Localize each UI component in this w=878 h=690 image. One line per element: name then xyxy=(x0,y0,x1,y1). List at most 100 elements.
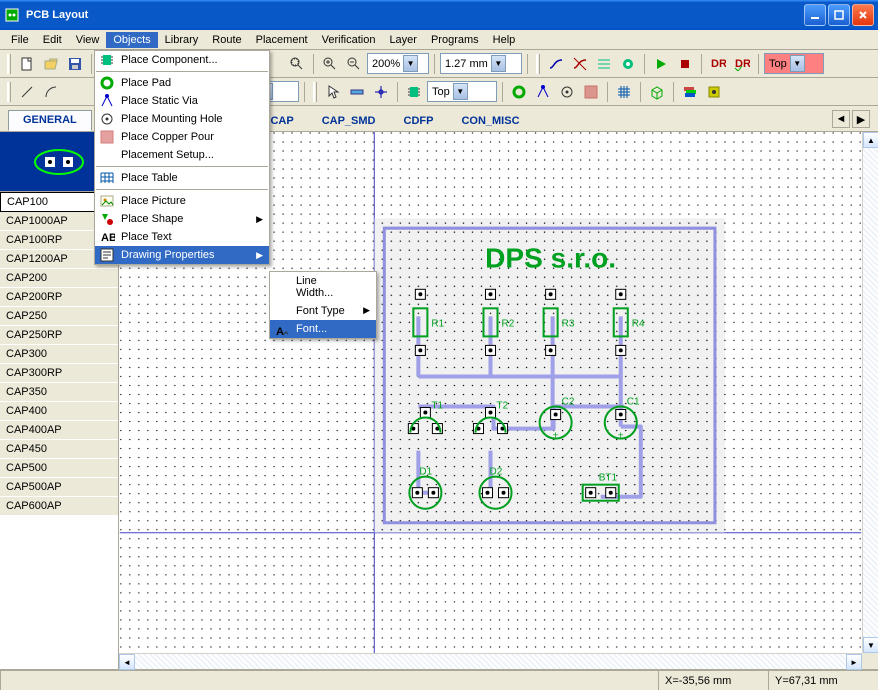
menu-item-place-table[interactable]: Place Table xyxy=(95,169,269,187)
tab-next-button[interactable]: ▶ xyxy=(852,110,870,128)
open-icon[interactable] xyxy=(40,53,62,75)
component-icon[interactable] xyxy=(403,81,425,103)
stop-icon[interactable] xyxy=(674,53,696,75)
zoom-combo[interactable]: 200%▼ xyxy=(367,53,429,74)
menu-item-place-text[interactable]: ABCPlace Text xyxy=(95,228,269,246)
list-item[interactable]: CAP250RP xyxy=(0,326,118,345)
unroute-icon[interactable] xyxy=(569,53,591,75)
tab-prev-button[interactable]: ◄ xyxy=(832,110,850,128)
origin-icon[interactable] xyxy=(370,81,392,103)
menu-view[interactable]: View xyxy=(69,32,107,48)
menu-layer[interactable]: Layer xyxy=(382,32,424,48)
menu-help[interactable]: Help xyxy=(486,32,523,48)
run-icon[interactable] xyxy=(650,53,672,75)
statusbar: X=-35,56 mm Y=67,31 mm xyxy=(0,669,878,690)
tab-con_misc[interactable]: CON_MISC xyxy=(447,112,533,131)
tab-cdfp[interactable]: CDFP xyxy=(390,112,448,131)
svg-text:BT1: BT1 xyxy=(599,473,618,484)
svg-text:T1: T1 xyxy=(431,401,443,412)
route-all-icon[interactable] xyxy=(593,53,615,75)
menu-item-place-mounting-hole[interactable]: Place Mounting Hole xyxy=(95,110,269,128)
submenu-item-font-[interactable]: AFont... xyxy=(270,320,376,338)
zoom-in-icon[interactable] xyxy=(319,53,341,75)
submenu-item-font-type[interactable]: Font Type▶ xyxy=(270,302,376,320)
layers-icon[interactable] xyxy=(679,81,701,103)
titlebar: PCB Layout xyxy=(0,0,878,30)
arc-icon[interactable] xyxy=(40,81,62,103)
3d-icon[interactable] xyxy=(646,81,668,103)
drc-check-icon[interactable]: DRC xyxy=(731,53,753,75)
minimize-button[interactable] xyxy=(804,4,826,26)
zoom-value: 200% xyxy=(372,58,400,70)
layer-top-combo[interactable]: Top▼ xyxy=(764,53,824,74)
menu-item-place-static-via[interactable]: Place Static Via xyxy=(95,92,269,110)
line-icon[interactable] xyxy=(16,81,38,103)
status-x: X=-35,56 mm xyxy=(658,670,768,690)
svg-text:C1: C1 xyxy=(627,397,640,408)
measure-icon[interactable] xyxy=(346,81,368,103)
drc-icon[interactable]: DRC xyxy=(707,53,729,75)
menu-item-place-picture[interactable]: Place Picture xyxy=(95,192,269,210)
zoom-out-icon[interactable] xyxy=(343,53,365,75)
scroll-left-button[interactable]: ◄ xyxy=(119,654,135,670)
scrollbar-vertical[interactable]: ▲ ▼ xyxy=(862,132,878,653)
drawing-props-submenu: Line Width...Font Type▶AFont... xyxy=(269,271,377,339)
svg-text:R4: R4 xyxy=(632,318,645,329)
list-item[interactable]: CAP300RP xyxy=(0,364,118,383)
menu-programs[interactable]: Programs xyxy=(424,32,486,48)
scroll-down-button[interactable]: ▼ xyxy=(863,637,878,653)
pour-icon[interactable] xyxy=(580,81,602,103)
tabs-nav: ◄ ▶ xyxy=(832,110,870,131)
save-icon[interactable] xyxy=(64,53,86,75)
list-item[interactable]: CAP200RP xyxy=(0,288,118,307)
menu-item-place-component-[interactable]: Place Component... xyxy=(95,51,269,69)
menu-item-placement-setup-[interactable]: Placement Setup... xyxy=(95,146,269,164)
menu-item-place-copper-pour[interactable]: Place Copper Pour xyxy=(95,128,269,146)
grid-combo[interactable]: 1.27 mm▼ xyxy=(440,53,522,74)
hole-icon[interactable] xyxy=(556,81,578,103)
window-buttons xyxy=(804,4,874,26)
scrollbar-horizontal[interactable]: ◄ ► xyxy=(119,653,862,669)
menu-placement[interactable]: Placement xyxy=(249,32,315,48)
list-item[interactable]: CAP400 xyxy=(0,402,118,421)
list-item[interactable]: CAP350 xyxy=(0,383,118,402)
close-button[interactable] xyxy=(852,4,874,26)
tab-general[interactable]: GENERAL xyxy=(8,110,92,131)
list-item[interactable]: CAP200 xyxy=(0,269,118,288)
settings-icon[interactable] xyxy=(703,81,725,103)
menu-item-place-shape[interactable]: Place Shape▶ xyxy=(95,210,269,228)
route-icon[interactable] xyxy=(545,53,567,75)
side-value: Top xyxy=(432,86,450,98)
grid-icon[interactable] xyxy=(613,81,635,103)
submenu-item-line-width-[interactable]: Line Width... xyxy=(270,272,376,302)
tab-cap_smd[interactable]: CAP_SMD xyxy=(308,112,390,131)
menu-file[interactable]: File xyxy=(4,32,36,48)
menu-verification[interactable]: Verification xyxy=(315,32,383,48)
menu-library[interactable]: Library xyxy=(158,32,206,48)
svg-text:+: + xyxy=(618,431,624,442)
list-item[interactable]: CAP500AP xyxy=(0,478,118,497)
maximize-button[interactable] xyxy=(828,4,850,26)
menu-route[interactable]: Route xyxy=(205,32,248,48)
menu-item-drawing-properties[interactable]: Drawing Properties▶ xyxy=(95,246,269,264)
menu-edit[interactable]: Edit xyxy=(36,32,69,48)
menu-objects[interactable]: Objects xyxy=(106,32,157,48)
via-icon[interactable] xyxy=(532,81,554,103)
side-combo[interactable]: Top▼ xyxy=(427,81,497,102)
list-item[interactable]: CAP450 xyxy=(0,440,118,459)
pad-tool-icon[interactable] xyxy=(508,81,530,103)
board-title: DPS s.r.o. xyxy=(485,242,616,273)
via-tool-icon[interactable] xyxy=(617,53,639,75)
scroll-right-button[interactable]: ► xyxy=(846,654,862,670)
list-item[interactable]: CAP400AP xyxy=(0,421,118,440)
new-icon[interactable] xyxy=(16,53,38,75)
list-item[interactable]: CAP600AP xyxy=(0,497,118,516)
window-title: PCB Layout xyxy=(26,9,88,21)
list-item[interactable]: CAP300 xyxy=(0,345,118,364)
list-item[interactable]: CAP250 xyxy=(0,307,118,326)
menu-item-place-pad[interactable]: Place Pad xyxy=(95,74,269,92)
list-item[interactable]: CAP500 xyxy=(0,459,118,478)
scroll-up-button[interactable]: ▲ xyxy=(863,132,878,148)
pointer-icon[interactable] xyxy=(322,81,344,103)
zoom-fit-icon[interactable] xyxy=(286,53,308,75)
